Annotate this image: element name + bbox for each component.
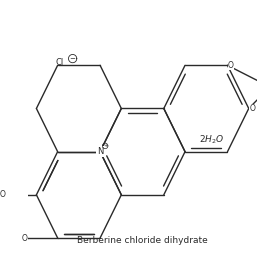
Text: N: N — [97, 147, 103, 156]
Text: O: O — [21, 234, 27, 242]
Text: O: O — [0, 190, 6, 199]
Text: O: O — [228, 61, 234, 70]
Text: Berberine chloride dihydrate: Berberine chloride dihydrate — [77, 236, 208, 245]
Text: O: O — [249, 104, 255, 113]
Text: −: − — [70, 56, 76, 62]
Text: $2H_2O$: $2H_2O$ — [199, 134, 224, 146]
Text: Cl: Cl — [55, 57, 64, 67]
Text: +: + — [103, 143, 107, 148]
